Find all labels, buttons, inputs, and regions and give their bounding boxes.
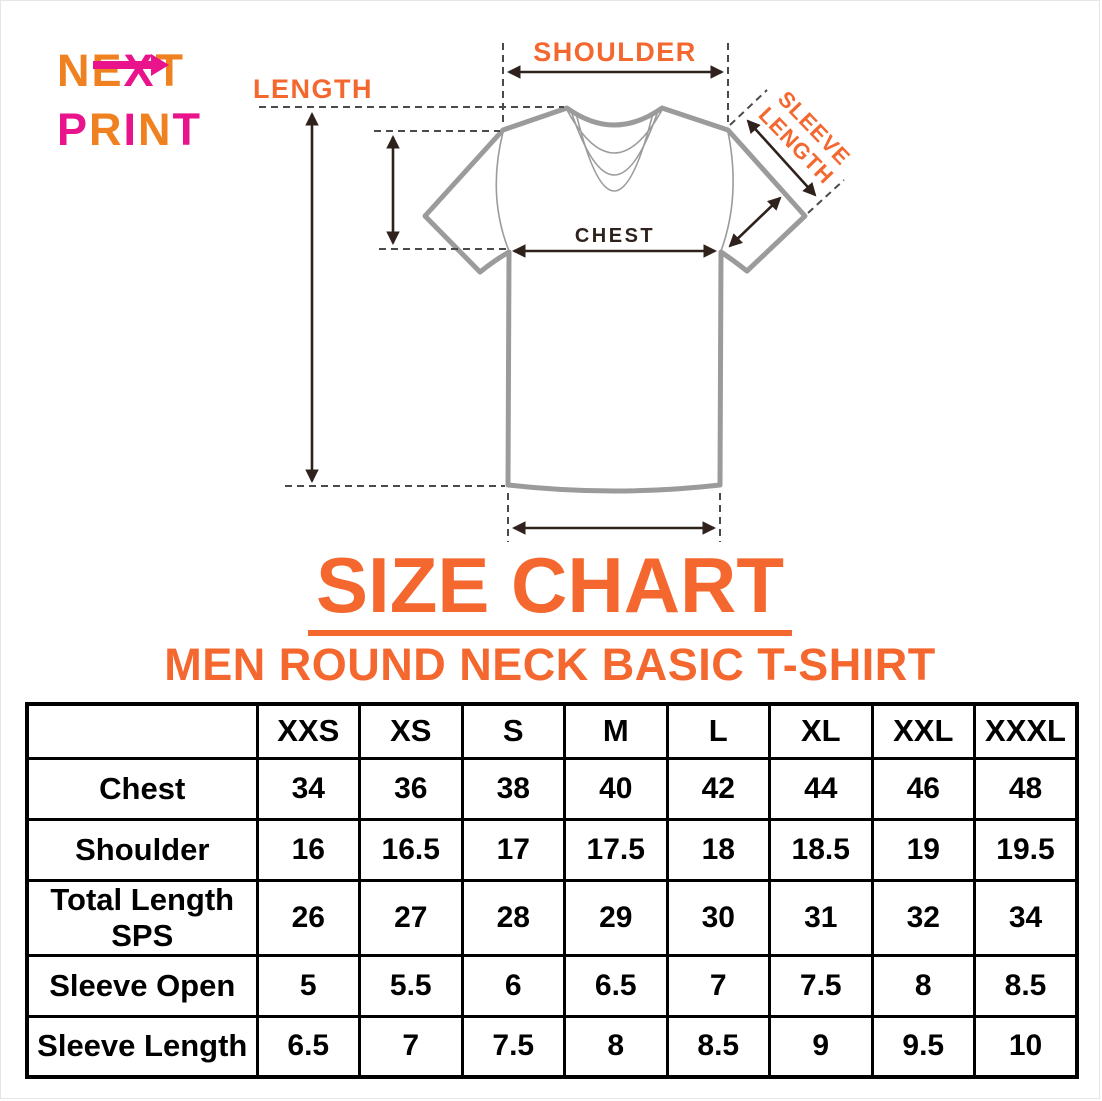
- size-value-cell: 29: [563, 878, 669, 957]
- page-title-text: SIZE CHART: [308, 546, 792, 636]
- size-column-header: S: [460, 702, 566, 760]
- size-value-cell: 30: [665, 878, 771, 957]
- size-value-cell: 8.5: [973, 953, 1079, 1018]
- size-value-cell: 10: [973, 1014, 1079, 1079]
- measurement-label: Total Length SPS: [25, 878, 259, 957]
- length-label: LENGTH: [253, 74, 373, 104]
- measurement-label: Sleeve Open: [25, 953, 259, 1018]
- collar-line: [575, 112, 654, 192]
- size-value-cell: 6.5: [563, 953, 669, 1018]
- page-title: SIZE CHART: [1, 546, 1099, 636]
- page-subtitle: MEN ROUND NECK BASIC T-SHIRT: [164, 639, 936, 690]
- size-table-body: Chest 34 36 38 40 42 44 46 48 Shoulder 16 16.5 17 17.…: [25, 756, 1079, 1079]
- size-column-header: XXS: [255, 702, 361, 760]
- size-value-cell: 27: [358, 878, 464, 957]
- size-value-cell: 34: [255, 756, 361, 821]
- logo-letter: R: [89, 104, 124, 156]
- logo-letter: N: [138, 104, 173, 156]
- size-value-cell: 17: [460, 817, 566, 882]
- size-value-cell: 17.5: [563, 817, 669, 882]
- size-value-cell: 42: [665, 756, 771, 821]
- size-value-cell: 19.5: [973, 817, 1079, 882]
- size-value-cell: 7.5: [460, 1014, 566, 1079]
- logo-letter: N: [57, 45, 92, 96]
- size-value-cell: 6: [460, 953, 566, 1018]
- logo-line2: PRINT: [57, 100, 202, 159]
- logo-letter: P: [57, 104, 90, 156]
- size-column-header: XL: [768, 702, 874, 760]
- size-value-cell: 31: [768, 878, 874, 957]
- chest-label: CHEST: [575, 225, 655, 247]
- size-value-cell: 18.5: [768, 817, 874, 882]
- size-value-cell: 16.5: [358, 817, 464, 882]
- size-value-cell: 16: [255, 817, 361, 882]
- size-value-cell: 26: [255, 878, 361, 957]
- size-value-cell: 5.5: [358, 953, 464, 1018]
- size-value-cell: 7.5: [768, 953, 874, 1018]
- size-value-cell: 7: [358, 1014, 464, 1079]
- corner-cell: [25, 702, 259, 760]
- size-column-header: M: [563, 702, 669, 760]
- size-value-cell: 9.5: [870, 1014, 976, 1079]
- size-value-cell: 18: [665, 817, 771, 882]
- logo-letter: I: [123, 104, 139, 156]
- size-value-cell: 19: [870, 817, 976, 882]
- brand-logo: NEXT PRINT: [57, 41, 202, 160]
- tshirt-measurement-diagram: SHOULDER LENGTH CHEST SLEEVE LENGTH: [253, 37, 856, 542]
- armhole-seam-left: [495, 131, 510, 252]
- shoulder-label: SHOULDER: [533, 37, 697, 67]
- armhole-seam-right: [720, 131, 734, 252]
- table-row: Total Length SPS 26 27 28 29 30 31 32 34: [25, 878, 1079, 957]
- size-value-cell: 7: [665, 953, 771, 1018]
- size-column-header: L: [665, 702, 771, 760]
- table-row: Shoulder 16 16.5 17 17.5 18 18.5 19 19.5: [25, 817, 1079, 882]
- size-value-cell: 44: [768, 756, 874, 821]
- size-value-cell: 9: [768, 1014, 874, 1079]
- collar-line: [570, 110, 659, 176]
- size-column-header: XS: [358, 702, 464, 760]
- size-value-cell: 36: [358, 756, 464, 821]
- size-value-cell: 8: [563, 1014, 669, 1079]
- size-table: XXS XS S M L XL XXL XXXL Chest 34 36 38 40 42 44 46 48 S…: [25, 702, 1079, 1079]
- guide-line: [807, 179, 845, 214]
- logo-letter: T: [172, 104, 203, 156]
- size-value-cell: 32: [870, 878, 976, 957]
- sleeve-length-arrow: [746, 119, 817, 197]
- size-value-cell: 34: [973, 878, 1079, 957]
- guide-line: [729, 89, 768, 126]
- size-value-cell: 48: [973, 756, 1079, 821]
- size-value-cell: 6.5: [255, 1014, 361, 1079]
- size-value-cell: 5: [255, 953, 361, 1018]
- size-value-cell: 46: [870, 756, 976, 821]
- size-value-cell: 28: [460, 878, 566, 957]
- size-value-cell: 38: [460, 756, 566, 821]
- size-value-cell: 40: [563, 756, 669, 821]
- measurement-label: Chest: [25, 756, 259, 821]
- size-table-header-row: XXS XS S M L XL XXL XXXL: [25, 702, 1079, 760]
- measurement-label: Sleeve Length: [25, 1014, 259, 1079]
- collar-line: [566, 109, 663, 154]
- table-row: Sleeve Open 5 5.5 6 6.5 7 7.5 8 8.5: [25, 953, 1079, 1018]
- size-value-cell: 8: [870, 953, 976, 1018]
- size-column-header: XXL: [870, 702, 976, 760]
- size-value-cell: 8.5: [665, 1014, 771, 1079]
- sleeve-open-arrow: [728, 196, 782, 248]
- table-row: Chest 34 36 38 40 42 44 46 48: [25, 756, 1079, 821]
- size-column-header: XXXL: [973, 702, 1079, 760]
- table-row: Sleeve Length 6.5 7 7.5 8 8.5 9 9.5 10: [25, 1014, 1079, 1079]
- tshirt-outline: [422, 105, 808, 494]
- measurement-label: Shoulder: [25, 817, 259, 882]
